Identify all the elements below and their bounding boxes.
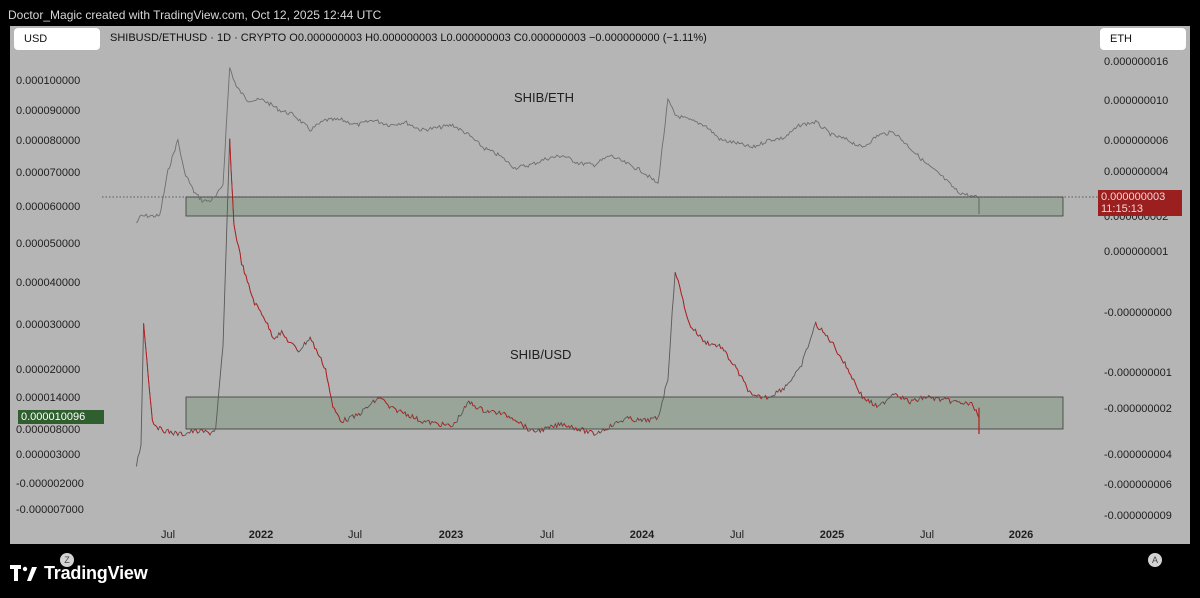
right-price-badge-countdown: 11:15:13	[1101, 203, 1144, 215]
left-axis-tick: 0.000060000	[16, 201, 80, 213]
right-axis-tick: -0.000000006	[1104, 479, 1172, 491]
right-axis-tick: -0.000000000	[1104, 307, 1172, 319]
shib-usd-down-moves	[143, 138, 980, 436]
right-price-badge-value: 0.000000003	[1101, 191, 1166, 203]
time-axis-tick: Jul	[730, 529, 744, 541]
left-axis-tick: 0.000050000	[16, 238, 80, 250]
shib-eth-annotation: SHIB/ETH	[514, 90, 574, 105]
time-axis: Jul 2022 Jul 2023 Jul 2024 Jul 2025 Jul 2026	[161, 529, 1033, 541]
left-axis-tick: 0.000070000	[16, 167, 80, 179]
right-price-badge: 0.000000003 11:15:13	[1098, 190, 1182, 216]
left-axis-tick: -0.000007000	[16, 504, 84, 516]
auto-scale-right-button[interactable]: A	[1148, 553, 1162, 567]
right-axis-tick: 0.000000006	[1104, 135, 1168, 147]
time-axis-tick: 2025	[820, 529, 844, 541]
right-axis-tick: -0.000000004	[1104, 449, 1172, 461]
left-axis-tick: 0.000008000	[16, 424, 80, 436]
time-axis-tick: Jul	[920, 529, 934, 541]
left-axis-tick: 0.000100000	[16, 75, 80, 87]
support-zones-group	[185, 196, 1064, 430]
auto-scale-left-button[interactable]: Z	[60, 553, 74, 567]
left-axis-tick: 0.000020000	[16, 364, 80, 376]
left-axis-tick: 0.000040000	[16, 277, 80, 289]
left-axis-tick: 0.000030000	[16, 319, 80, 331]
chart-panel[interactable]: 0.000100000 0.000090000 0.000080000 0.00007…	[10, 26, 1190, 567]
time-axis-tick: 2024	[630, 529, 655, 541]
right-axis-tick: 0.000000016	[1104, 56, 1168, 68]
time-axis-tick: 2026	[1009, 529, 1033, 541]
right-axis-tick: -0.000000002	[1104, 403, 1172, 415]
right-axis: 0.000000016 0.000000010 0.000000006 0.00000…	[1104, 56, 1172, 522]
right-axis-tick: -0.000000001	[1104, 367, 1172, 379]
attribution-text: Doctor_Magic created with TradingView.co…	[8, 8, 382, 22]
time-axis-tick: Jul	[348, 529, 362, 541]
shib-usd-annotation: SHIB/USD	[510, 347, 571, 362]
time-axis-tick: 2023	[439, 529, 463, 541]
right-currency-pill[interactable]: ETH	[1100, 28, 1186, 50]
time-axis-tick: Jul	[540, 529, 554, 541]
right-axis-tick: 0.000000001	[1104, 246, 1168, 258]
right-axis-tick: -0.000000009	[1104, 510, 1172, 522]
left-axis-tick: 0.000003000	[16, 449, 80, 461]
right-axis-tick: 0.000000010	[1104, 95, 1168, 107]
series-layer	[135, 67, 980, 467]
left-axis: 0.000100000 0.000090000 0.000080000 0.00007…	[16, 75, 84, 516]
left-axis-tick: 0.000090000	[16, 105, 80, 117]
support-zone-2[interactable]	[185, 396, 1064, 430]
footer-brand[interactable]: TradingView	[10, 562, 148, 584]
tradingview-logo-icon	[10, 565, 37, 581]
symbol-info-bar: SHIBUSD/ETHUSD · 1D · CRYPTO O0.00000000…	[110, 32, 707, 44]
chart-svg[interactable]: 0.000100000 0.000090000 0.000080000 0.00007…	[10, 26, 1190, 544]
left-axis-tick: 0.000014000	[16, 392, 80, 404]
brand-name: TradingView	[44, 562, 148, 583]
left-axis-tick: -0.000002000	[16, 478, 84, 490]
left-currency-pill[interactable]: USD	[14, 28, 100, 50]
support-zone-1[interactable]	[185, 196, 1064, 217]
left-price-badge: 0.000010096	[18, 410, 104, 424]
time-axis-tick: 2022	[249, 529, 273, 541]
shib-eth-series-line	[136, 67, 980, 224]
left-axis-tick: 0.000080000	[16, 135, 80, 147]
time-axis-tick: Jul	[161, 529, 175, 541]
right-axis-tick: 0.000000004	[1104, 166, 1168, 178]
